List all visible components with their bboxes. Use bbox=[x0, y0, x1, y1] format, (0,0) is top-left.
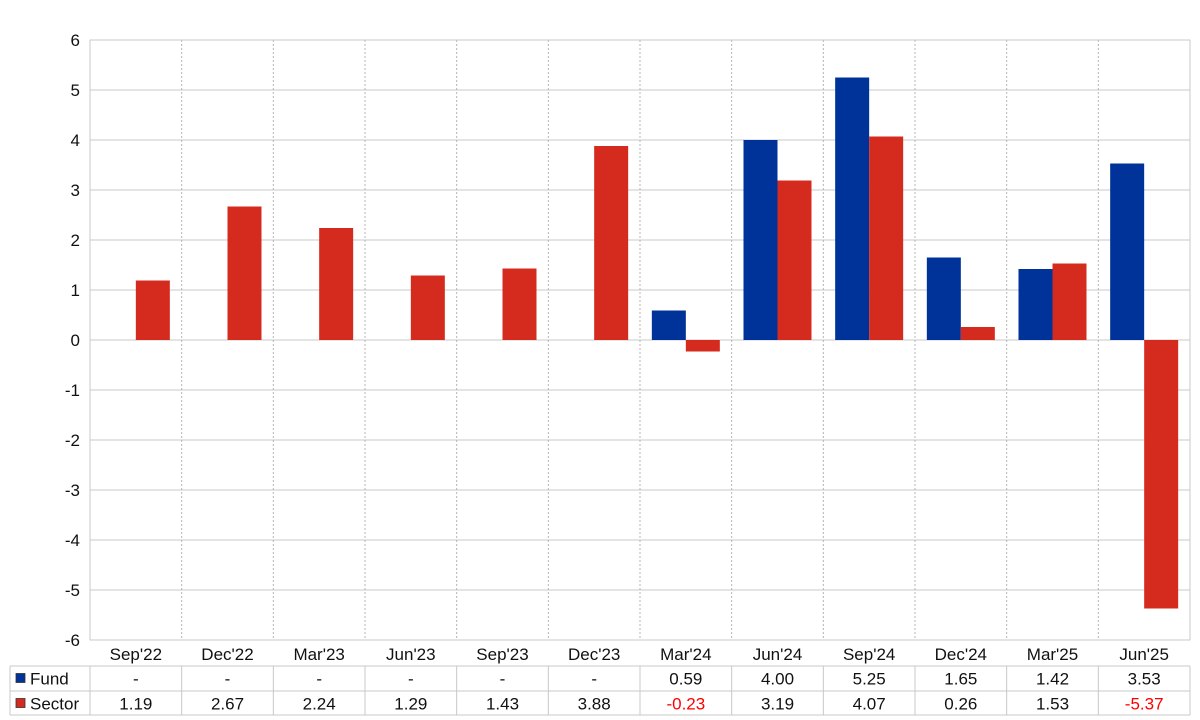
y-tick-label: 2 bbox=[71, 231, 80, 250]
y-tick-label: 5 bbox=[71, 81, 80, 100]
bar-fund bbox=[1018, 269, 1053, 340]
y-tick-label: -3 bbox=[65, 481, 80, 500]
bar-sector bbox=[777, 180, 812, 340]
bar-sector bbox=[960, 327, 995, 340]
bar-sector bbox=[410, 275, 445, 340]
x-category-label: Mar'24 bbox=[660, 645, 711, 664]
y-tick-label: -6 bbox=[65, 631, 80, 650]
bar-sector bbox=[1052, 263, 1087, 340]
x-category-label: Sep'22 bbox=[110, 645, 162, 664]
table-cell: 2.24 bbox=[303, 695, 336, 714]
table-cell: 2.67 bbox=[211, 695, 244, 714]
table-cell: 4.00 bbox=[761, 670, 794, 689]
x-category-label: Jun'25 bbox=[1119, 645, 1169, 664]
x-category-label: Dec'24 bbox=[935, 645, 987, 664]
bar-sector bbox=[135, 280, 170, 340]
plot-border bbox=[89, 39, 1191, 641]
table-cell: 5.25 bbox=[853, 670, 886, 689]
x-axis-labels: Sep'22 Dec'22 Mar'23 Jun'23 Sep'23 Dec'23 Mar'… bbox=[110, 645, 1169, 664]
table-cell: 1.43 bbox=[486, 695, 519, 714]
y-tick-label: -5 bbox=[65, 581, 80, 600]
x-category-label: Dec'22 bbox=[201, 645, 253, 664]
bar-sector bbox=[1144, 340, 1179, 609]
table-cell: - bbox=[225, 670, 231, 689]
legend-swatch-fund bbox=[15, 673, 26, 683]
table-cell: - bbox=[316, 670, 322, 689]
y-tick-label: 6 bbox=[71, 31, 80, 50]
bar-fund bbox=[835, 77, 870, 340]
table-cell: 1.65 bbox=[944, 670, 977, 689]
x-category-label: Sep'23 bbox=[476, 645, 528, 664]
table-cell: 1.29 bbox=[394, 695, 427, 714]
y-tick-label: -4 bbox=[65, 531, 80, 550]
legend-swatch-sector bbox=[15, 698, 26, 708]
table-row-label: Fund bbox=[30, 670, 69, 689]
table-cell: - bbox=[408, 670, 414, 689]
x-category-label: Sep'24 bbox=[843, 645, 895, 664]
table-cell: 0.26 bbox=[944, 695, 977, 714]
y-tick-label: 4 bbox=[71, 131, 80, 150]
table-cell: 3.88 bbox=[578, 695, 611, 714]
bar-sector bbox=[319, 228, 354, 340]
table-cell: 1.19 bbox=[119, 695, 152, 714]
bar-sector bbox=[502, 268, 537, 340]
y-tick-label: -2 bbox=[65, 431, 80, 450]
table-cell: 4.07 bbox=[853, 695, 886, 714]
data-table: Fund - - - - - - 0.59 4.00 5.25 1.65 1.42 3.53 Sector… bbox=[9, 665, 1191, 716]
x-category-label: Mar'25 bbox=[1027, 645, 1078, 664]
table-row-label: Sector bbox=[30, 695, 79, 714]
bar-sector bbox=[869, 136, 904, 340]
bars bbox=[135, 77, 1179, 609]
table-cell: 0.59 bbox=[669, 670, 702, 689]
x-category-label: Jun'23 bbox=[386, 645, 436, 664]
x-category-label: Mar'23 bbox=[293, 645, 344, 664]
table-cell: - bbox=[500, 670, 506, 689]
y-tick-label: 3 bbox=[71, 181, 80, 200]
table-cell: 3.53 bbox=[1128, 670, 1161, 689]
bar-fund bbox=[743, 140, 778, 340]
bar-sector bbox=[227, 206, 262, 340]
table-cell: -0.23 bbox=[666, 695, 705, 714]
y-axis: 6 5 4 3 2 1 0 -1 -2 -3 -4 -5 -6 bbox=[65, 31, 80, 650]
table-cell: - bbox=[591, 670, 597, 689]
bar-fund bbox=[651, 310, 686, 340]
y-tick-label: 1 bbox=[71, 281, 80, 300]
x-category-label: Dec'23 bbox=[568, 645, 620, 664]
grid-lines bbox=[89, 39, 1191, 641]
bar-sector bbox=[685, 340, 720, 352]
y-tick-label: 0 bbox=[71, 331, 80, 350]
x-category-label: Jun'24 bbox=[753, 645, 803, 664]
bar-fund bbox=[1110, 163, 1145, 340]
y-tick-label: -1 bbox=[65, 381, 80, 400]
table-cell: 3.19 bbox=[761, 695, 794, 714]
bar-fund bbox=[926, 257, 961, 340]
table-cell: 1.42 bbox=[1036, 670, 1069, 689]
table-cell: 1.53 bbox=[1036, 695, 1069, 714]
bar-sector bbox=[594, 146, 629, 340]
table-cell: -5.37 bbox=[1125, 695, 1164, 714]
table-cell: - bbox=[133, 670, 139, 689]
